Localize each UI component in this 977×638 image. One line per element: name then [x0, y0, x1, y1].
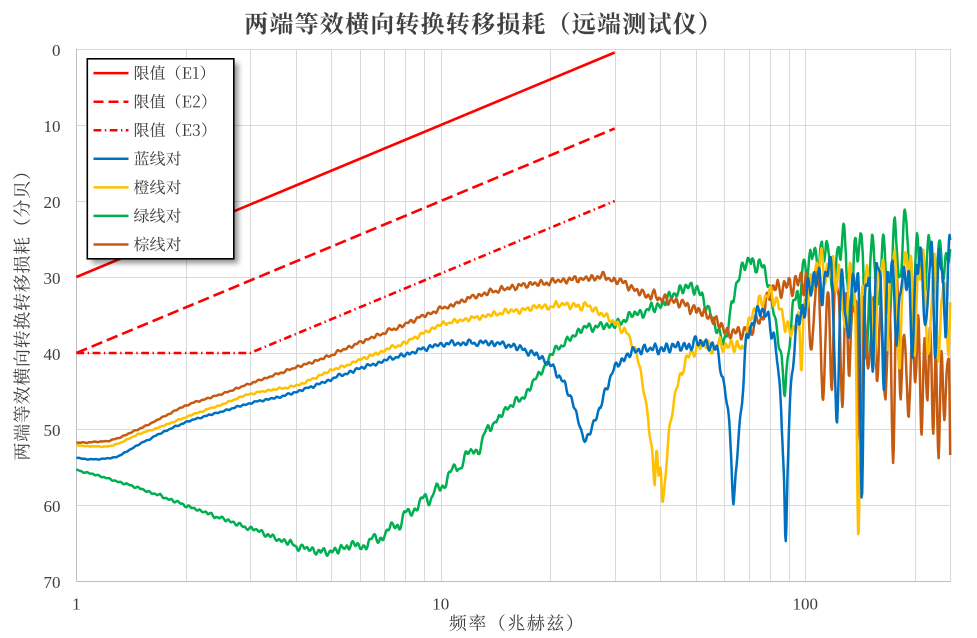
svg-text:10: 10	[432, 595, 449, 614]
svg-text:50: 50	[44, 421, 61, 440]
svg-text:60: 60	[44, 497, 61, 516]
svg-text:100: 100	[792, 595, 818, 614]
svg-text:1: 1	[72, 595, 81, 614]
svg-text:0: 0	[52, 41, 61, 60]
svg-text:20: 20	[44, 193, 61, 212]
svg-text:30: 30	[44, 269, 61, 288]
svg-text:40: 40	[44, 345, 61, 364]
svg-text:70: 70	[44, 573, 61, 592]
svg-text:10: 10	[44, 117, 61, 136]
